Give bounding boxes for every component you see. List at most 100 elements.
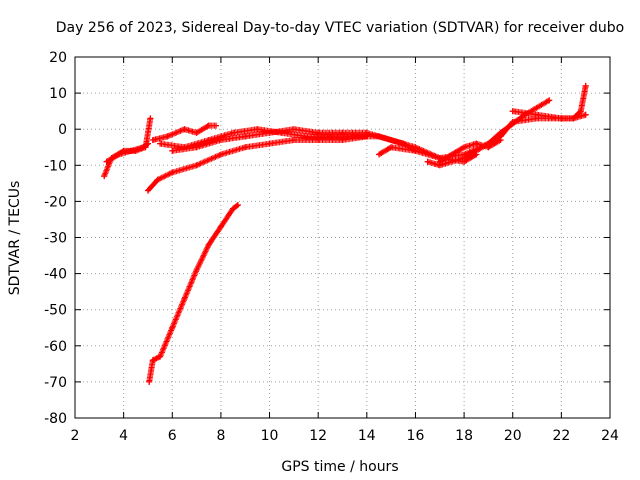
x-tick-label: 18	[455, 428, 473, 444]
data-point	[230, 205, 237, 212]
data-point	[213, 122, 220, 129]
y-tick-label: -50	[44, 303, 67, 319]
x-tick-label: 8	[216, 428, 225, 444]
data-point	[144, 140, 151, 147]
series-trace-k	[146, 202, 241, 385]
data-point	[217, 223, 224, 230]
data-point	[448, 151, 455, 158]
data-point	[509, 108, 516, 115]
x-tick-label: 14	[358, 428, 376, 444]
data-point	[339, 129, 346, 136]
data-point	[485, 144, 492, 151]
data-point	[140, 144, 147, 151]
x-tick-label: 22	[552, 428, 570, 444]
data-point	[558, 115, 565, 122]
data-point	[149, 357, 156, 364]
data-point	[242, 144, 249, 151]
data-point	[181, 295, 188, 302]
data-point	[363, 129, 370, 136]
x-tick-label: 6	[168, 428, 177, 444]
y-tick-label: 0	[58, 122, 67, 138]
series-trace-b	[103, 140, 151, 165]
data-point	[169, 324, 176, 331]
plot-frame	[74, 56, 611, 419]
x-tick-label: 24	[601, 428, 619, 444]
data-point	[193, 162, 200, 169]
data-point	[217, 137, 224, 144]
grid	[75, 57, 610, 418]
data-point	[339, 137, 346, 144]
data-point	[290, 137, 297, 144]
series-trace-d	[149, 122, 220, 144]
data-point	[509, 118, 516, 125]
x-tick-label: 4	[119, 428, 128, 444]
data-point	[351, 133, 358, 140]
data-point	[254, 126, 261, 133]
data-point	[303, 133, 310, 140]
data-point	[193, 129, 200, 136]
x-tick-label: 16	[407, 428, 425, 444]
x-axis-label: GPS time / hours	[281, 459, 398, 475]
data-point	[424, 158, 431, 165]
data-point	[127, 147, 134, 154]
data-point	[375, 151, 382, 158]
x-tick-label: 2	[71, 428, 80, 444]
chart-title: Day 256 of 2023, Sidereal Day-to-day VTE…	[56, 20, 624, 36]
y-tick-label: -40	[44, 267, 67, 283]
series-trace-c	[144, 133, 370, 194]
data-point	[546, 97, 553, 104]
data-point	[205, 122, 212, 129]
data-point	[115, 151, 122, 158]
y-tick-label: 20	[49, 50, 67, 66]
data-point	[315, 129, 322, 136]
y-tick-label: -30	[44, 231, 67, 247]
data-point	[103, 158, 110, 165]
data-point	[461, 155, 468, 162]
data-point	[461, 144, 468, 151]
data-point	[582, 111, 589, 118]
data-point	[327, 133, 334, 140]
data-point	[181, 126, 188, 133]
data-point	[570, 115, 577, 122]
data-point	[146, 378, 153, 385]
y-tick-label: -10	[44, 158, 67, 174]
data-point	[473, 140, 480, 147]
data-point	[266, 140, 273, 147]
axis-ticks: 2 4 6 8 10 12 14 16 18 20 22 2420100-10-20-30-40-50…	[44, 50, 619, 444]
y-tick-label: -60	[44, 339, 67, 355]
data-point	[101, 173, 108, 180]
data-point	[412, 147, 419, 154]
data-point	[169, 169, 176, 176]
x-tick-label: 12	[309, 428, 327, 444]
data-point	[149, 137, 156, 144]
data-point	[388, 144, 395, 151]
data-point	[436, 158, 443, 165]
y-tick-label: 10	[49, 86, 67, 102]
data-point	[193, 144, 200, 151]
data-point	[242, 133, 249, 140]
x-tick-label: 10	[261, 428, 279, 444]
y-axis-label: SDTVAR / TECUs	[7, 181, 23, 296]
data-point	[388, 137, 395, 144]
data-point	[169, 147, 176, 154]
data-point	[534, 111, 541, 118]
y-tick-label: -70	[44, 375, 67, 391]
data-point	[205, 241, 212, 248]
plot-area	[101, 82, 589, 385]
data-point	[157, 140, 164, 147]
data-point	[266, 129, 273, 136]
data-point	[497, 137, 504, 144]
data-point	[577, 108, 584, 115]
data-point	[144, 187, 151, 194]
data-point	[230, 129, 237, 136]
data-point	[217, 151, 224, 158]
data-point	[290, 126, 297, 133]
data-point	[154, 176, 161, 183]
data-point	[193, 266, 200, 273]
data-point	[234, 202, 241, 209]
series-trace-i	[436, 137, 504, 165]
y-tick-label: -80	[44, 411, 67, 427]
y-tick-label: -20	[44, 194, 67, 210]
